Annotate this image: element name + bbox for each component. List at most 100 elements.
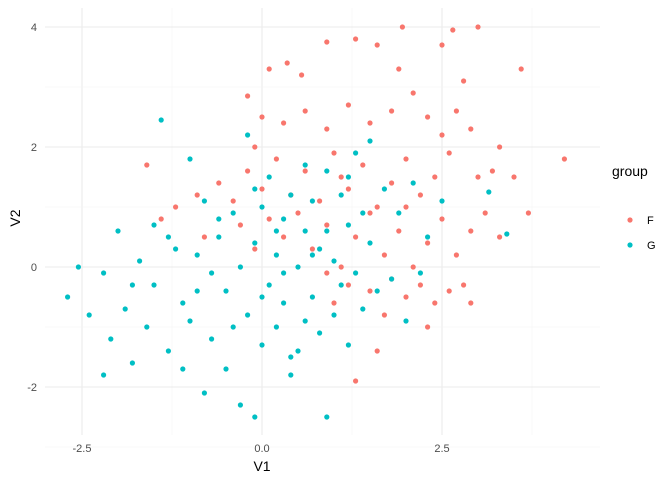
point-F	[345, 102, 351, 108]
point-F	[403, 294, 409, 300]
point-F	[281, 120, 287, 126]
point-G	[317, 330, 323, 336]
point-G	[165, 234, 171, 240]
point-G	[309, 198, 315, 204]
point-F	[439, 132, 445, 138]
point-G	[309, 294, 315, 300]
point-F	[284, 60, 290, 66]
point-F	[353, 36, 359, 42]
point-F	[475, 24, 481, 30]
point-F	[331, 150, 337, 156]
point-F	[302, 108, 308, 114]
point-G	[122, 306, 128, 312]
point-G	[345, 222, 351, 228]
point-G	[324, 228, 330, 234]
point-F	[399, 24, 405, 30]
point-G	[65, 294, 71, 300]
point-G	[288, 192, 294, 198]
point-F	[367, 288, 373, 294]
point-G	[158, 117, 164, 123]
y-axis-title: V2	[7, 209, 23, 226]
point-F	[360, 162, 366, 168]
point-F	[410, 90, 416, 96]
y-tick-label: 0	[31, 262, 37, 274]
point-G	[504, 231, 510, 237]
point-F	[245, 93, 251, 99]
point-G	[252, 186, 258, 192]
point-G	[417, 270, 423, 276]
point-G	[367, 240, 373, 246]
point-G	[237, 402, 243, 408]
point-G	[209, 270, 215, 276]
point-G	[345, 342, 351, 348]
point-G	[324, 168, 330, 174]
point-G	[367, 138, 373, 144]
point-F	[353, 234, 359, 240]
point-F	[425, 324, 431, 330]
point-G	[209, 336, 215, 342]
point-F	[324, 126, 330, 132]
legend-title: group	[612, 163, 648, 179]
legend-label-G: G	[647, 240, 656, 252]
point-F	[511, 174, 517, 180]
point-G	[295, 348, 301, 354]
point-G	[252, 240, 258, 246]
point-F	[324, 222, 330, 228]
point-F	[374, 204, 380, 210]
point-F	[489, 168, 495, 174]
point-F	[299, 72, 305, 78]
point-F	[273, 156, 279, 162]
point-F	[396, 66, 402, 72]
point-G	[151, 222, 157, 228]
point-F	[410, 264, 416, 270]
point-F	[417, 192, 423, 198]
point-G	[302, 318, 308, 324]
point-F	[237, 222, 243, 228]
point-F	[173, 204, 179, 210]
point-G	[115, 228, 121, 234]
point-F	[338, 264, 344, 270]
point-F	[158, 216, 164, 222]
point-F	[309, 246, 315, 252]
x-axis-title: V1	[253, 458, 270, 474]
points	[65, 24, 568, 420]
point-F	[425, 240, 431, 246]
x-tick-label: 2.5	[434, 443, 449, 455]
point-F	[367, 210, 373, 216]
point-G	[281, 300, 287, 306]
point-F	[468, 126, 474, 132]
point-F	[374, 348, 380, 354]
point-G	[216, 216, 222, 222]
point-F	[216, 180, 222, 186]
point-F	[432, 174, 438, 180]
point-G	[137, 258, 143, 264]
point-F	[453, 108, 459, 114]
point-G	[396, 210, 402, 216]
point-G	[101, 270, 107, 276]
point-F	[403, 156, 409, 162]
point-G	[252, 414, 258, 420]
point-F	[259, 114, 265, 120]
point-G	[281, 270, 287, 276]
point-G	[273, 228, 279, 234]
point-G	[266, 282, 272, 288]
point-G	[403, 318, 409, 324]
y-tick-label: 4	[31, 22, 37, 34]
point-F	[461, 78, 467, 84]
point-F	[450, 27, 456, 33]
point-F	[389, 180, 395, 186]
point-G	[237, 264, 243, 270]
point-G	[273, 252, 279, 258]
x-tick-label: 0.0	[254, 443, 269, 455]
point-F	[446, 288, 452, 294]
legend-label-F: F	[647, 215, 654, 227]
point-G	[338, 192, 344, 198]
point-G	[180, 366, 186, 372]
point-G	[108, 336, 114, 342]
point-G	[129, 282, 135, 288]
tick-labels: -2.5 0.0 2.5 -2 0 2 4	[27, 22, 449, 455]
point-G	[187, 156, 193, 162]
point-G	[273, 324, 279, 330]
point-G	[86, 312, 92, 318]
